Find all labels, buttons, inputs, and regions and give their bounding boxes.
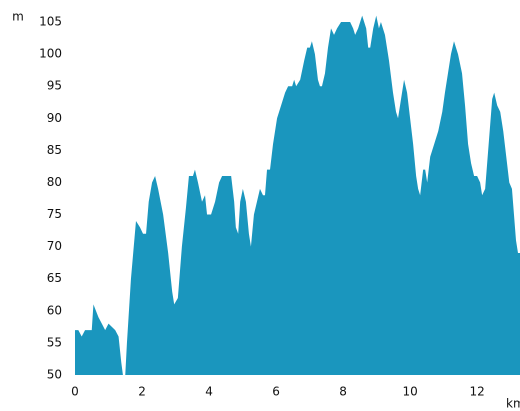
y-tick-label: 65 bbox=[47, 271, 62, 285]
y-axis-label: m bbox=[12, 10, 24, 24]
x-tick-label: 12 bbox=[469, 385, 484, 399]
y-tick-label: 55 bbox=[47, 335, 62, 349]
x-tick-label: 8 bbox=[339, 385, 347, 399]
x-axis-label: km bbox=[506, 397, 520, 411]
elevation-area bbox=[75, 15, 520, 376]
y-tick-label: 105 bbox=[39, 15, 62, 29]
x-tick-label: 10 bbox=[402, 385, 417, 399]
y-tick-label: 50 bbox=[47, 368, 62, 382]
y-tick-label: 75 bbox=[47, 207, 62, 221]
y-tick-label: 95 bbox=[47, 79, 62, 93]
y-tick-label: 90 bbox=[47, 111, 62, 125]
y-tick-label: 100 bbox=[39, 47, 62, 61]
y-tick-label: 70 bbox=[47, 239, 62, 253]
x-tick-label: 6 bbox=[272, 385, 280, 399]
y-tick-label: 80 bbox=[47, 175, 62, 189]
x-tick-label: 4 bbox=[205, 385, 213, 399]
y-tick-label: 85 bbox=[47, 143, 62, 157]
x-tick-label: 2 bbox=[138, 385, 146, 399]
x-tick-label: 0 bbox=[71, 385, 79, 399]
y-tick-label: 60 bbox=[47, 303, 62, 317]
